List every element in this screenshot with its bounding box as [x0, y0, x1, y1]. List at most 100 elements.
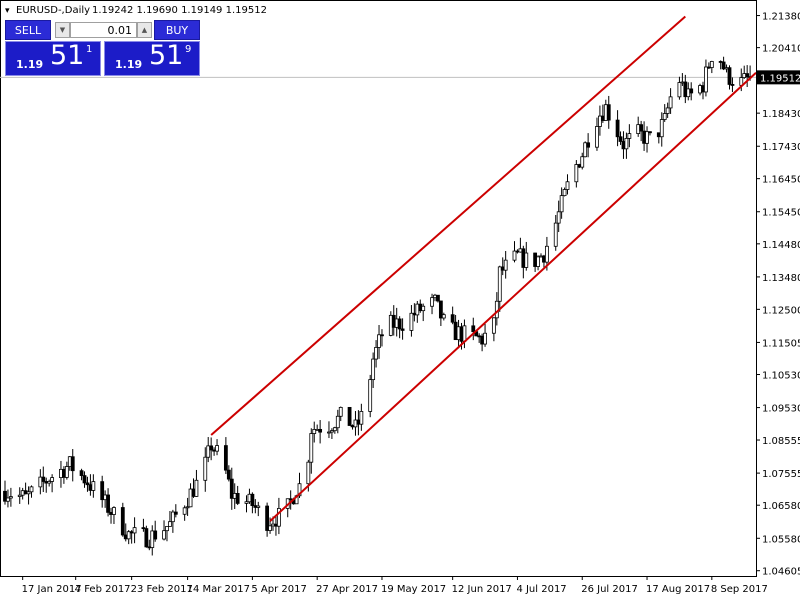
y-tick-label: 1.13480 [762, 273, 800, 284]
candle [209, 437, 214, 461]
candle [618, 131, 623, 145]
candle [377, 325, 381, 359]
sell-price-prefix: 1.19 [16, 58, 44, 71]
candle [318, 420, 323, 444]
candle-body-bull [595, 126, 599, 148]
candle-body-bull [194, 479, 199, 497]
candle [162, 520, 166, 541]
candle-body-bear [606, 104, 611, 121]
candle [141, 518, 146, 532]
candle-body-bear [586, 142, 591, 148]
lot-decrease-arrow-icon[interactable]: ▼ [55, 22, 70, 38]
candle-body-bear [223, 445, 228, 471]
y-tick-label: 1.05580 [762, 534, 800, 545]
y-tick-label: 1.16450 [762, 175, 800, 186]
y-tick-label: 1.10530 [762, 371, 800, 382]
candle-body-bear [400, 328, 405, 331]
lot-increase-arrow-icon[interactable]: ▲ [137, 22, 152, 38]
candle [721, 56, 726, 71]
candle-body-bull [562, 189, 567, 197]
candle-body-bull [371, 358, 376, 381]
candle-body-bear [648, 131, 652, 134]
candle-body-bull [47, 480, 52, 484]
y-tick-label: 1.12500 [762, 305, 800, 316]
candle [38, 469, 43, 495]
candle [438, 300, 443, 327]
candle [483, 323, 487, 347]
x-tick-label: 4 Jul 2017 [516, 584, 566, 595]
candle-body-bull [91, 481, 96, 491]
x-tick-label: 8 Sep 2017 [711, 584, 768, 595]
candle-body-bull [182, 507, 187, 515]
channel-line-lower[interactable] [269, 72, 757, 522]
candle-body-bull [627, 133, 632, 139]
candle [206, 437, 211, 463]
candle [665, 102, 670, 118]
candle [185, 497, 190, 516]
candle-body-bear [721, 61, 726, 70]
candle-body-bear [250, 493, 255, 506]
y-axis: 1.21380 1.20410 1.18430 1.17430 1.16450 1.154… [756, 12, 800, 578]
buy-button[interactable]: BUY [154, 20, 200, 40]
candle-body-bull [268, 525, 272, 531]
buy-price-prefix: 1.19 [115, 58, 143, 71]
candle-body-bear [85, 482, 90, 486]
channel-line-upper[interactable] [210, 15, 686, 436]
y-tick-label: 1.07555 [762, 469, 800, 480]
candle-body-bull [17, 494, 22, 497]
y-tick-label: 1.14480 [762, 240, 800, 251]
candle [335, 409, 340, 434]
channel-lines-group[interactable] [210, 15, 757, 522]
candle [215, 439, 219, 456]
chart-ohlc: 1.19242 1.19690 1.19149 1.19512 [92, 5, 267, 16]
candle [194, 469, 199, 497]
x-tick-label: 17 Jan 2017 [22, 584, 82, 595]
candle [441, 312, 446, 321]
candle-body-bull [662, 113, 667, 120]
candle-body-bull [668, 96, 673, 109]
candle [730, 77, 735, 93]
candle-body-bull [524, 252, 529, 268]
candle-body-bull [38, 476, 43, 488]
lot-size-input[interactable] [70, 22, 137, 38]
candle [409, 305, 414, 337]
candle-body-bear [41, 476, 46, 482]
candle-body-bull [309, 433, 314, 463]
candle-body-bull [215, 445, 219, 452]
candle [29, 485, 34, 498]
candle-body-bear [3, 490, 7, 502]
candle-body-bull [368, 379, 373, 412]
candle [120, 502, 125, 537]
y-tick-label: 1.04605 [762, 567, 800, 578]
candle-body-bear [730, 84, 735, 86]
candle [397, 316, 402, 339]
x-tick-label: 19 May 2017 [381, 584, 446, 595]
sell-button[interactable]: SELL [5, 20, 51, 40]
candle [606, 95, 611, 129]
candle-body-bear [618, 136, 623, 142]
candle [168, 510, 172, 527]
sell-price-box[interactable]: 1.19 51 1 [5, 40, 101, 76]
candle [6, 489, 10, 508]
candle [368, 374, 373, 418]
candle [586, 133, 591, 158]
candle-body-bull [503, 259, 508, 271]
candle-body-bear [639, 124, 644, 132]
candle-body-bull [497, 266, 502, 302]
buy-price-box[interactable]: 1.19 51 9 [104, 40, 200, 76]
candle-body-bull [8, 496, 13, 499]
x-tick-label: 4 Feb 2017 [75, 584, 131, 595]
candle [265, 502, 270, 537]
candle [689, 82, 694, 101]
candle-body-bull [544, 245, 549, 263]
candle-body-bear [173, 511, 178, 515]
candle [583, 141, 588, 158]
candle-body-bear [141, 527, 146, 530]
candle-body-bear [436, 294, 440, 302]
candle-body-bull [126, 531, 131, 540]
candle-body-bull [512, 250, 517, 261]
candle [645, 126, 649, 153]
candle [709, 60, 714, 74]
